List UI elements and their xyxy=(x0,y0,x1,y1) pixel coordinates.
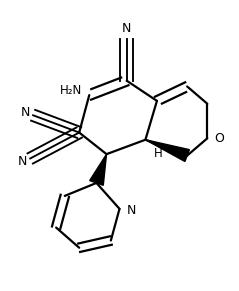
Text: N: N xyxy=(21,106,30,119)
Polygon shape xyxy=(90,154,107,185)
Text: H: H xyxy=(154,147,163,160)
Text: N: N xyxy=(122,22,131,35)
Polygon shape xyxy=(145,140,190,162)
Text: H₂N: H₂N xyxy=(60,84,82,97)
Text: N: N xyxy=(127,204,136,217)
Text: N: N xyxy=(18,155,27,168)
Text: O: O xyxy=(215,132,224,145)
